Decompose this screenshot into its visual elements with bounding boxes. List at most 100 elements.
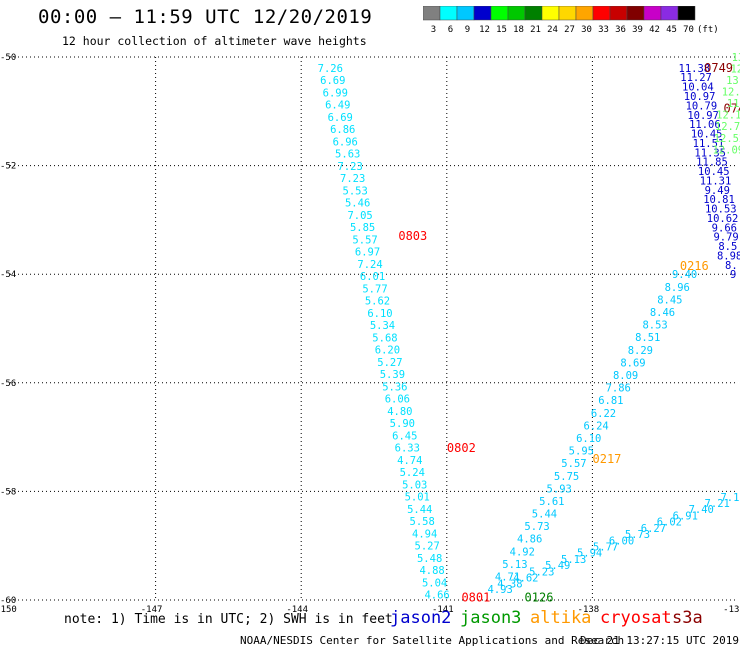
x-tick-label: -147 (141, 605, 163, 615)
swh-value: 6.69 (328, 112, 353, 124)
swh-value: 5.58 (410, 516, 435, 528)
swh-value: 5.75 (554, 471, 579, 483)
swh-value: 11 (727, 98, 740, 110)
swh-value: 5.13 (561, 554, 586, 566)
colorbar-label: 21 (530, 25, 541, 35)
swh-value: 5.77 (593, 541, 618, 553)
swh-value: 10.97 (684, 91, 716, 103)
swh-value: 5.39 (380, 369, 405, 381)
colorbar-label: 6 (448, 25, 453, 35)
swh-value: 5.44 (532, 509, 557, 521)
swh-value: 6.00 (609, 535, 634, 547)
swh-value: 6.45 (392, 430, 417, 442)
colorbar-unit: (ft) (697, 25, 719, 35)
swh-value: 4.62 (513, 573, 538, 585)
x-tick-label: -150 (0, 605, 17, 615)
swh-value: 8.09 (613, 370, 638, 382)
y-tick-label: -56 (0, 379, 16, 389)
swh-value: 4.71 (495, 572, 520, 584)
x-tick-label: -144 (286, 605, 308, 615)
swh-value: 12.52 (714, 133, 740, 145)
colorbar-label: 70 (683, 25, 694, 35)
swh-value: 7.23 (340, 173, 365, 185)
swh-value: 11.38 (679, 63, 711, 75)
swh-value: 5.44 (407, 504, 432, 516)
colorbar-label: 9 (465, 25, 470, 35)
swh-value: 10.04 (682, 82, 714, 94)
swh-value: 5.48 (417, 553, 442, 565)
swh-value: 4.92 (510, 546, 535, 558)
swh-value: 5.68 (372, 332, 397, 344)
swh-value: 9.66 (712, 222, 737, 234)
swh-value: 4.86 (517, 534, 542, 546)
swh-value: 5.34 (370, 320, 395, 332)
swh-value: 5.23 (529, 566, 554, 578)
time-label: 0802 (447, 441, 476, 455)
swh-value: 5.46 (345, 198, 370, 210)
y-tick-label: -54 (0, 270, 16, 280)
swh-value: 4.74 (397, 455, 422, 467)
swh-value: 13 (732, 52, 740, 64)
swh-value: 5.27 (377, 357, 402, 369)
swh-value: 4.38 (497, 579, 522, 591)
swh-value: 6.27 (641, 523, 666, 535)
swh-value: 12.1 (722, 87, 740, 99)
swh-value: 5.77 (362, 283, 387, 295)
swh-value: 11.31 (700, 175, 732, 187)
swh-value: 8.45 (657, 294, 682, 306)
swh-value: 8.5 (718, 241, 737, 253)
swh-value: 4.94 (412, 528, 437, 540)
swh-value: 10.45 (698, 166, 730, 178)
y-tick-label: -52 (0, 162, 16, 172)
swh-value: 11.06 (689, 119, 721, 131)
swh-value: 5.63 (335, 149, 360, 161)
x-tick-label: -135 (723, 605, 740, 615)
satellite-jason3: jason3 (460, 608, 522, 628)
swh-value: 5.94 (577, 548, 602, 560)
swh-value: 7.21 (705, 498, 730, 510)
swh-value: 6.02 (657, 517, 682, 529)
swh-value: 11.27 (680, 72, 712, 84)
colorbar-label: 39 (632, 25, 643, 35)
colorbar-label: 24 (547, 25, 558, 35)
swh-value: 5.90 (390, 418, 415, 430)
colorbar-label: 30 (581, 25, 592, 35)
swh-value: 6.33 (395, 443, 420, 455)
time-label: 0126 (525, 590, 554, 604)
swh-value: 6.20 (375, 345, 400, 357)
swh-value: 9.49 (705, 185, 730, 197)
swh-value: 6.99 (323, 87, 348, 99)
swh-value: 8.96 (665, 282, 690, 294)
swh-value: 7.86 (606, 383, 631, 395)
swh-value: 5.73 (524, 521, 549, 533)
swh-value: 12.11 (716, 110, 740, 122)
colorbar-label: 45 (666, 25, 677, 35)
swh-value: 4.80 (387, 406, 412, 418)
swh-value: 6.10 (367, 308, 392, 320)
swh-value: 5.53 (343, 185, 368, 197)
swh-value: 6.10 (576, 433, 601, 445)
swh-value: 4.93 (488, 584, 513, 596)
colorbar-label: 36 (615, 25, 626, 35)
colorbar-label: 27 (564, 25, 575, 35)
swh-value: 7.13 (720, 492, 740, 504)
time-label: 0749 (704, 61, 733, 75)
swh-value: 10.81 (703, 194, 735, 206)
swh-value: 8.46 (650, 307, 675, 319)
time-label: 0801 (461, 590, 490, 604)
swh-value: 12.09 (712, 144, 740, 156)
time-label: 0748 (724, 102, 740, 116)
colorbar-label: 42 (649, 25, 660, 35)
x-tick-label: -138 (578, 605, 600, 615)
satellite-altika: altika (530, 608, 592, 628)
swh-value: 11.51 (693, 138, 725, 150)
footer-note: note: 1) Time is in UTC; 2) SWH is in fe… (64, 612, 393, 627)
swh-value: 5.01 (405, 492, 430, 504)
swh-value: 5.57 (561, 458, 586, 470)
chart-subtitle: 12 hour collection of altimeter wave hei… (62, 34, 367, 48)
y-tick-label: -50 (0, 53, 16, 63)
satellite-cryosat: cryosat (600, 608, 672, 628)
colorbar-label: 15 (496, 25, 507, 35)
swh-value: 5.36 (382, 381, 407, 393)
swh-value: 7.05 (347, 210, 372, 222)
